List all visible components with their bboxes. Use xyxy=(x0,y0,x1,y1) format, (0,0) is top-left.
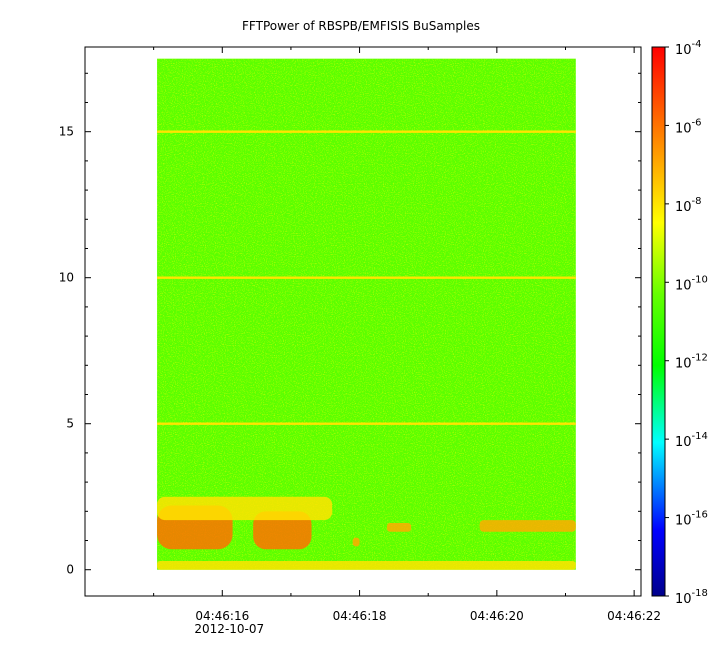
spectrogram-noise xyxy=(157,58,576,570)
colorbar-tick-label: 10-8 xyxy=(675,196,702,215)
spectrogram-image xyxy=(157,58,576,570)
colorbar xyxy=(651,46,666,597)
y-tick-label: 0 xyxy=(66,563,74,577)
spectrogram-feature xyxy=(387,522,412,532)
colorbar-tick-label: 10-4 xyxy=(675,39,702,58)
y-tick-label: 10 xyxy=(59,271,74,285)
spectrogram-feature xyxy=(157,496,333,521)
spectrogram-line xyxy=(157,276,576,279)
colorbar-tick-label: 10-12 xyxy=(675,353,708,372)
y-tick-label: 5 xyxy=(66,417,74,431)
colorbar-ticks: 10-4 10-6 10-8 10-10 10-12 10-14 10-16 10-18 xyxy=(665,39,708,607)
x-tick-label: 04:46:20 xyxy=(470,609,524,623)
x-tick-label: 04:46:18 xyxy=(333,609,387,623)
x-tick-label: 04:46:22 xyxy=(607,609,661,623)
colorbar-tick-label: 10-6 xyxy=(675,117,702,136)
spectrogram-feature xyxy=(479,520,576,532)
spectrogram-feature xyxy=(352,537,360,547)
x-date-label: 2012-10-07 xyxy=(194,622,264,636)
spectrogram-line xyxy=(157,422,576,425)
spectrogram-feature xyxy=(253,511,312,550)
colorbar-tick-label: 10-18 xyxy=(675,588,708,607)
x-tick-label: 04:46:16 xyxy=(195,609,249,623)
y-tick-label: 15 xyxy=(59,125,74,139)
colorbar-tick-label: 10-16 xyxy=(675,510,708,529)
chart-title: FFTPower of RBSPB/EMFISIS BuSamples xyxy=(242,19,480,33)
colorbar-tick-label: 10-14 xyxy=(675,431,708,450)
colorbar-tick-label: 10-10 xyxy=(675,274,708,293)
spectrogram-feature xyxy=(157,560,576,570)
spectrogram-line xyxy=(157,130,576,133)
